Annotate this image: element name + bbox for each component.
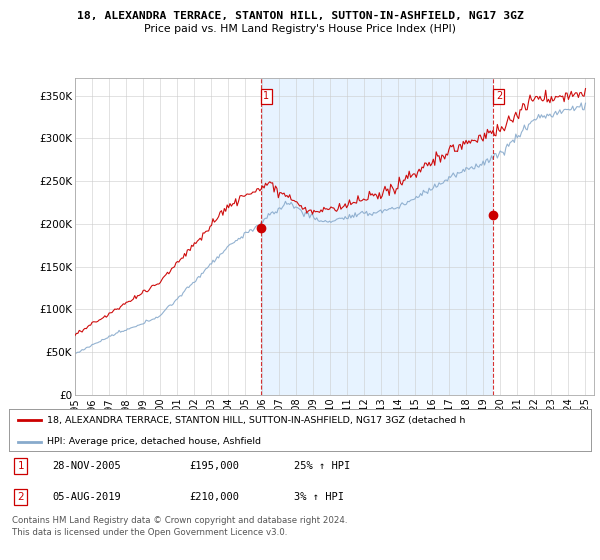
Text: £210,000: £210,000 [190,492,239,502]
Text: Price paid vs. HM Land Registry's House Price Index (HPI): Price paid vs. HM Land Registry's House … [144,24,456,34]
Text: 2: 2 [496,91,502,101]
Text: 2: 2 [17,492,24,502]
Bar [261,78,493,395]
Text: 1: 1 [263,91,269,101]
Text: 05-AUG-2019: 05-AUG-2019 [53,492,121,502]
Text: £195,000: £195,000 [190,461,239,471]
Text: Contains HM Land Registry data © Crown copyright and database right 2024.: Contains HM Land Registry data © Crown c… [12,516,347,525]
Text: 25% ↑ HPI: 25% ↑ HPI [294,461,350,471]
Text: 1: 1 [17,461,24,471]
Text: 18, ALEXANDRA TERRACE, STANTON HILL, SUTTON-IN-ASHFIELD, NG17 3GZ: 18, ALEXANDRA TERRACE, STANTON HILL, SUT… [77,11,523,21]
Text: This data is licensed under the Open Government Licence v3.0.: This data is licensed under the Open Gov… [12,528,287,536]
Text: 3% ↑ HPI: 3% ↑ HPI [294,492,344,502]
Text: HPI: Average price, detached house, Ashfield: HPI: Average price, detached house, Ashf… [47,437,261,446]
Text: 28-NOV-2005: 28-NOV-2005 [53,461,121,471]
Text: 18, ALEXANDRA TERRACE, STANTON HILL, SUTTON-IN-ASHFIELD, NG17 3GZ (detached h: 18, ALEXANDRA TERRACE, STANTON HILL, SUT… [47,416,465,424]
